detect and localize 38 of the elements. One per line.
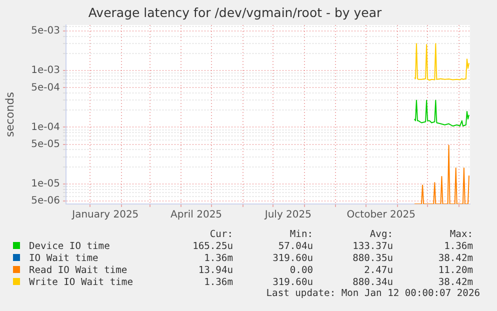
y-axis-title: seconds xyxy=(3,92,16,137)
text: 319.60u xyxy=(272,252,313,264)
legend-label: Read IO Wait time xyxy=(28,264,128,276)
text: 880.35u xyxy=(352,252,393,264)
text: 319.60u xyxy=(272,276,313,288)
text: 133.37u xyxy=(352,240,393,252)
legend-label: IO Wait time xyxy=(28,252,100,264)
y-tick-label: 1e-05 xyxy=(31,178,60,190)
x-tick-label: April 2025 xyxy=(170,210,222,221)
text: Max: xyxy=(448,228,473,240)
text: Last update: Mon Jan 12 00:00:07 2026 xyxy=(265,288,481,300)
y-tick-label: 5e-05 xyxy=(31,138,60,150)
text: 880.34u xyxy=(352,276,393,288)
text: 13.94u xyxy=(197,264,233,276)
y-tick-label: 5e-04 xyxy=(31,82,60,94)
text: Cur: xyxy=(208,228,233,240)
y-tick-label: 1e-04 xyxy=(31,122,60,133)
legend-label: Device IO time xyxy=(28,240,111,252)
chart-title: Average latency for /dev/vgmain/root - by year xyxy=(88,4,382,20)
text: 165.25u xyxy=(192,240,233,252)
text: 1.36m xyxy=(203,276,233,288)
y-tick-label: 5e-06 xyxy=(31,195,60,206)
y-tick-label: 5e-03 xyxy=(31,26,60,37)
text: Min: xyxy=(288,228,313,240)
text: 11.20m xyxy=(437,264,473,276)
text: 1.36m xyxy=(443,240,473,252)
x-tick-label: October 2025 xyxy=(346,210,416,221)
x-tick-label: January 2025 xyxy=(71,210,139,221)
text: 38.42m xyxy=(437,252,473,264)
text: 38.42m xyxy=(437,276,473,288)
text: Avg: xyxy=(368,228,393,240)
y-tick-label: 1e-03 xyxy=(31,65,60,76)
text: 2.47u xyxy=(363,264,393,276)
x-tick-label: July 2025 xyxy=(264,210,312,221)
text: 0.00 xyxy=(288,264,313,276)
text: 57.04u xyxy=(277,240,313,252)
legend-label: Write IO Wait time xyxy=(28,276,134,288)
text: 1.36m xyxy=(203,252,233,264)
